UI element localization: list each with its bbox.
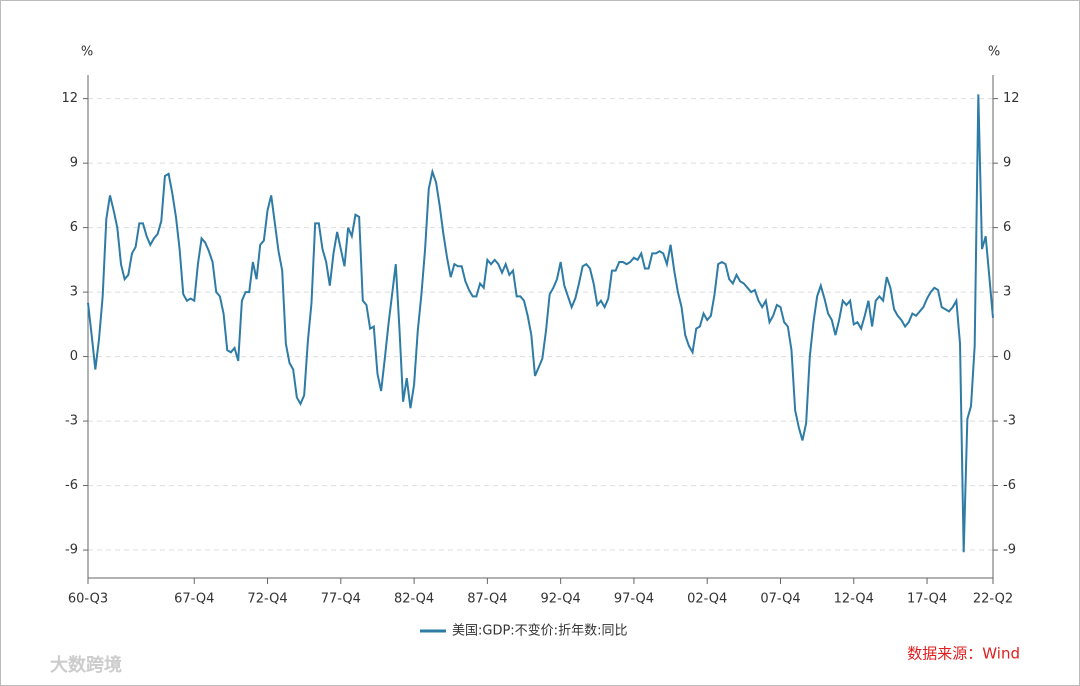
y-tick-label: 6 [70,220,78,235]
x-tick-label: 97-Q4 [614,592,654,607]
y2-tick-label: -3 [1003,414,1016,429]
y2-tick-label: -9 [1003,543,1016,558]
x-tick-label: 77-Q4 [321,592,361,607]
x-tick-label: 12-Q4 [834,592,874,607]
x-tick-label: 67-Q4 [174,592,214,607]
y2-tick-label: 0 [1003,349,1011,364]
y-tick-label: 0 [70,349,78,364]
y-tick-label: -3 [65,414,78,429]
source: 数据来源：Wind [907,645,1020,663]
legend-label: 美国:GDP:不变价:折年数:同比 [452,623,627,639]
y2-tick-label: 9 [1003,156,1011,171]
y2-axis-unit: % [988,45,1000,60]
y2-tick-label: 3 [1003,285,1011,300]
x-tick-label: 92-Q4 [541,592,581,607]
y-tick-label: 12 [61,91,78,106]
x-tick-label: 02-Q4 [687,592,727,607]
x-tick-label: 60-Q3 [68,592,108,607]
y-tick-label: -9 [65,543,78,558]
x-tick-label: 22-Q2 [973,592,1013,607]
y2-tick-label: -6 [1003,478,1016,493]
y-tick-label: 3 [70,285,78,300]
y2-tick-label: 6 [1003,220,1011,235]
y2-tick-label: 12 [1003,91,1020,106]
watermark: 大数跨境 [50,654,122,676]
x-tick-label: 82-Q4 [394,592,434,607]
x-tick-label: 72-Q4 [247,592,287,607]
y-axis-unit: % [81,45,93,60]
line-series [87,94,994,553]
x-tick-label: 07-Q4 [760,592,800,607]
y-tick-label: 9 [70,156,78,171]
y-tick-label: -6 [65,478,78,493]
x-tick-label: 87-Q4 [467,592,507,607]
x-tick-label: 17-Q4 [907,592,947,607]
